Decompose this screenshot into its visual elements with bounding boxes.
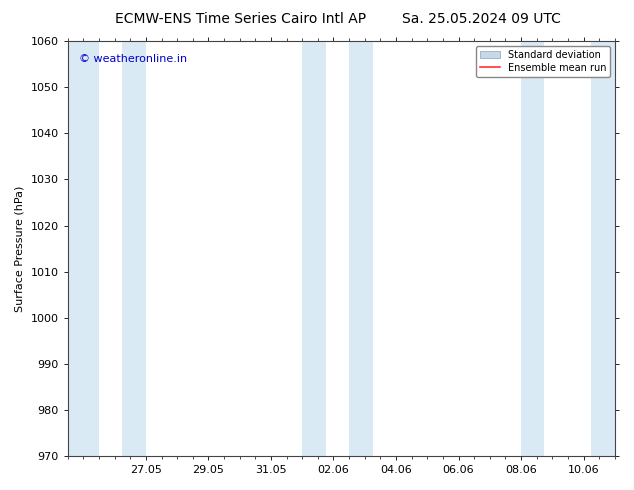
Legend: Standard deviation, Ensemble mean run: Standard deviation, Ensemble mean run	[477, 46, 610, 77]
Bar	[302, 41, 326, 456]
Bar	[122, 41, 146, 456]
Text: Sa. 25.05.2024 09 UTC: Sa. 25.05.2024 09 UTC	[403, 12, 561, 26]
Y-axis label: Surface Pressure (hPa): Surface Pressure (hPa)	[15, 185, 25, 312]
Text: ECMW-ENS Time Series Cairo Intl AP: ECMW-ENS Time Series Cairo Intl AP	[115, 12, 366, 26]
Bar	[521, 41, 545, 456]
Bar	[592, 41, 615, 456]
Bar	[349, 41, 373, 456]
Text: © weatheronline.in: © weatheronline.in	[79, 54, 187, 64]
Bar	[68, 41, 99, 456]
